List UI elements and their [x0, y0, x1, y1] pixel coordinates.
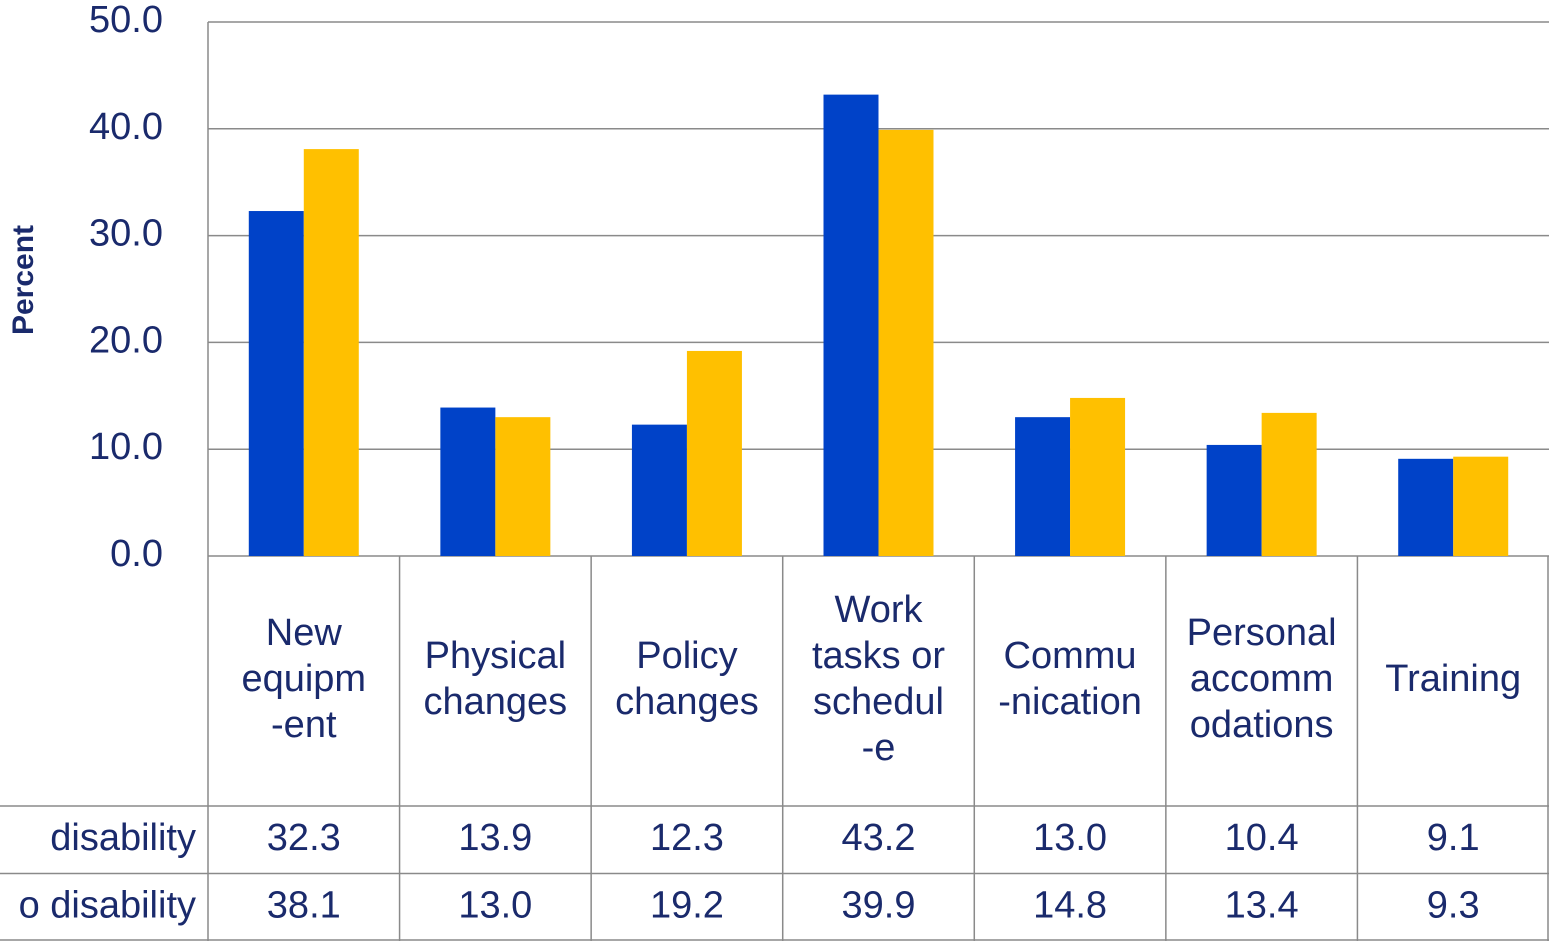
table-value: 10.4 — [1225, 817, 1299, 859]
table-value: 9.3 — [1427, 884, 1480, 926]
x-tick-label: changes — [615, 681, 759, 723]
x-tick-label: -e — [862, 727, 896, 769]
table-value: 13.0 — [458, 884, 532, 926]
bar — [1261, 412, 1317, 556]
x-tick-label: -nication — [998, 681, 1142, 723]
x-tick-label: Physical — [425, 635, 567, 677]
x-tick-label: tasks or — [812, 635, 945, 677]
bar — [495, 417, 551, 556]
bar — [248, 211, 304, 556]
x-tick-label: equipm — [241, 658, 366, 700]
x-tick-label: changes — [424, 681, 568, 723]
bar — [1206, 444, 1262, 556]
table-value: 38.1 — [267, 884, 341, 926]
y-tick-label: 30.0 — [89, 213, 163, 255]
table-value: 39.9 — [842, 884, 916, 926]
x-tick-label: Personal — [1187, 612, 1337, 654]
bar — [878, 129, 934, 557]
y-tick-label: 40.0 — [89, 106, 163, 148]
y-tick-label: 20.0 — [89, 319, 163, 361]
bar — [631, 424, 687, 556]
table-value: 43.2 — [842, 817, 916, 859]
x-tick-label: -ent — [271, 704, 337, 746]
bar — [823, 94, 879, 557]
table-value: 14.8 — [1033, 884, 1107, 926]
x-tick-label: schedul — [813, 681, 944, 723]
x-tick-label: accomm — [1190, 658, 1334, 700]
table-value: 19.2 — [650, 884, 724, 926]
table-value: 13.4 — [1225, 884, 1299, 926]
legend-label: o disability — [19, 884, 196, 926]
bar — [686, 350, 742, 556]
bar — [303, 149, 359, 557]
bar — [1070, 397, 1126, 556]
table-value: 32.3 — [267, 817, 341, 859]
table-value: 13.9 — [458, 817, 532, 859]
bar — [1453, 456, 1509, 556]
x-tick-label: New — [266, 612, 343, 654]
x-tick-label: Policy — [636, 635, 737, 677]
bar — [1015, 417, 1071, 556]
y-tick-label: 50.0 — [89, 0, 163, 41]
table-value: 12.3 — [650, 817, 724, 859]
y-tick-label: 10.0 — [89, 426, 163, 468]
table-value: 9.1 — [1427, 817, 1480, 859]
x-tick-label: Work — [835, 589, 924, 631]
bar — [440, 407, 496, 556]
y-axis-label: Percent — [7, 225, 40, 335]
x-tick-label: Training — [1385, 658, 1521, 700]
y-tick-label: 0.0 — [110, 533, 163, 575]
table-value: 13.0 — [1033, 817, 1107, 859]
x-tick-label: odations — [1190, 704, 1334, 746]
legend-label: disability — [50, 817, 196, 859]
x-tick-label: Commu — [1004, 635, 1137, 677]
bar — [1398, 458, 1454, 556]
